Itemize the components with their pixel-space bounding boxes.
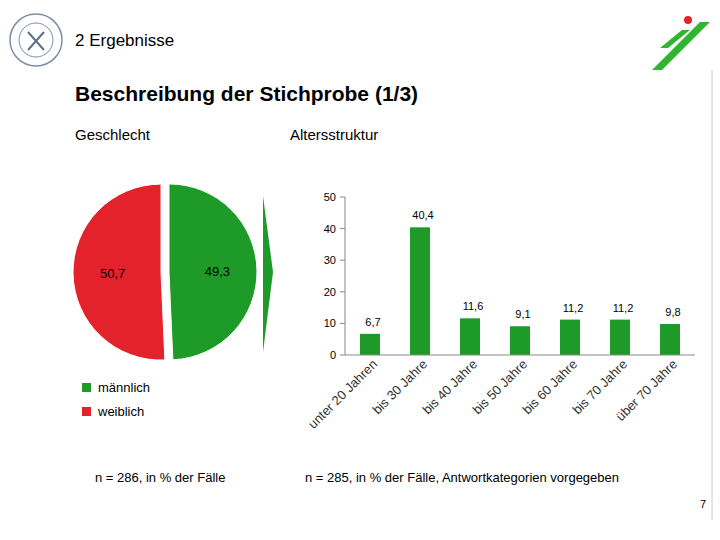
legend-label: weiblich xyxy=(97,404,144,419)
bars xyxy=(360,227,680,355)
data-label: 6,7 xyxy=(365,316,380,328)
logo-ring-inner xyxy=(19,23,53,57)
y-tick-label: 0 xyxy=(330,349,336,361)
y-tick-label: 10 xyxy=(324,317,336,329)
bar-chart: Altersstruktur 0 10 20 30 40 50 6,7 unter 20 Jah… xyxy=(290,126,695,485)
separator-wedge xyxy=(263,196,273,352)
logo-ring xyxy=(10,14,62,66)
data-label: 40,4 xyxy=(412,209,433,221)
x-tick-label: über 70 Jahre xyxy=(613,357,680,424)
x-axis-line xyxy=(345,355,695,356)
legend-swatch xyxy=(82,407,91,416)
bar xyxy=(560,320,580,355)
bar xyxy=(360,334,380,355)
y-tick xyxy=(340,291,345,292)
bar xyxy=(660,324,680,355)
logo-stroke xyxy=(652,22,710,70)
chart-note: n = 285, in % der Fälle, Antwortkategori… xyxy=(305,470,619,485)
labels: 6,7unter 20 Jahren40,4bis 30 Jahre11,6bi… xyxy=(305,209,681,431)
section-title: 2 Ergebnisse xyxy=(75,31,174,50)
pie-slice xyxy=(169,184,257,360)
data-label: 50,7 xyxy=(100,266,125,281)
bar xyxy=(610,320,630,355)
y-tick xyxy=(340,355,345,356)
page-number: 7 xyxy=(700,498,706,510)
data-label: 11,2 xyxy=(563,302,584,314)
y-tick-label: 40 xyxy=(324,223,336,235)
slide-canvas: 2 Ergebnisse Beschreibung der Stichprobe … xyxy=(0,0,720,540)
y-tick-label: 20 xyxy=(324,286,336,298)
university-logo xyxy=(10,14,62,66)
y-tick xyxy=(340,260,345,261)
data-label: 11,6 xyxy=(463,300,484,312)
legend-swatch xyxy=(82,383,91,392)
data-label: 49,3 xyxy=(205,264,230,279)
bar xyxy=(460,318,480,355)
chart-title: Geschlecht xyxy=(75,126,151,143)
slide: 2 Ergebnisse Beschreibung der Stichprobe … xyxy=(0,0,720,540)
y-tick xyxy=(340,323,345,324)
pie-chart: Geschlecht 49,3 50,7 männlich weiblich n = 28… xyxy=(73,126,257,485)
pie-slice xyxy=(73,184,165,360)
logo-dot xyxy=(684,16,692,24)
bar xyxy=(410,227,430,355)
bar xyxy=(510,326,530,355)
logo-stroke xyxy=(660,30,690,48)
marketing-logo xyxy=(652,16,710,70)
chart-title: Altersstruktur xyxy=(290,126,378,143)
y-axis: 0 10 20 30 40 50 xyxy=(324,191,345,361)
y-tick-label: 30 xyxy=(324,254,336,266)
slide-title: Beschreibung der Stichprobe (1/3) xyxy=(75,82,418,105)
legend: männlich weiblich xyxy=(82,380,150,419)
x-tick-label: unter 20 Jahren xyxy=(305,357,380,432)
frame-line xyxy=(712,70,713,520)
logo-mark xyxy=(28,32,44,50)
y-tick xyxy=(340,197,345,198)
y-tick xyxy=(340,228,345,229)
data-label: 11,2 xyxy=(613,302,634,314)
data-label: 9,1 xyxy=(515,308,530,320)
chart-note: n = 286, in % der Fälle xyxy=(95,470,225,485)
legend-label: männlich xyxy=(98,380,150,395)
y-axis-line xyxy=(345,197,346,355)
y-tick-label: 50 xyxy=(324,191,336,203)
data-label: 9,8 xyxy=(665,306,680,318)
